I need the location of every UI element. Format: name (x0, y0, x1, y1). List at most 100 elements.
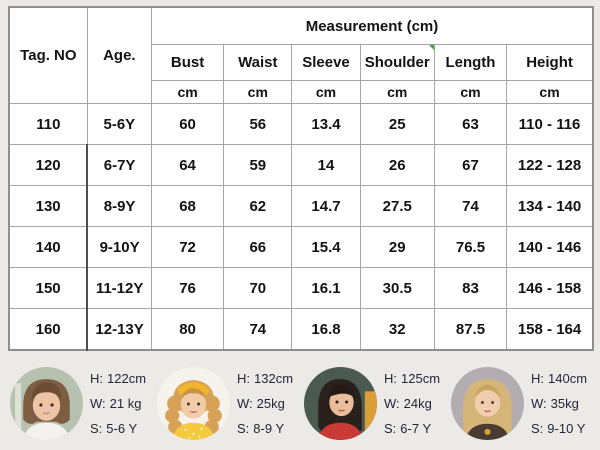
header-sleeve: Sleeve (291, 44, 361, 81)
cell-sleeve: 14 (291, 144, 361, 186)
unit-length: cm (433, 80, 508, 104)
cell-waist: 56 (223, 103, 293, 145)
cell-length: 76.5 (433, 226, 508, 268)
header-waist: Waist (223, 44, 293, 81)
model-card-3: H: 125cm W: 24kg S: 6-7 Y (304, 360, 451, 447)
table-row-120: 120 6-7Y 64 59 14 26 67 122 - 128 (8, 144, 594, 186)
cell-sleeve: 16.8 (291, 308, 361, 351)
cell-age: 12-13Y (86, 308, 152, 351)
cell-tag: 150 (8, 267, 88, 309)
model-height: H: 122cm (90, 370, 147, 386)
cell-waist: 59 (223, 144, 293, 186)
cell-age: 6-7Y (86, 144, 152, 186)
unit-sleeve: cm (291, 80, 361, 104)
cell-sleeve: 14.7 (291, 185, 361, 227)
header-bust: Bust (150, 44, 225, 81)
table-row-140: 140 9-10Y 72 66 15.4 29 76.5 140 - 146 (8, 226, 594, 268)
model-card-4: H: 140cm W: 35kg S: 9-10 Y (451, 360, 598, 447)
cell-shoulder: 25 (359, 103, 435, 145)
cell-height: 146 - 158 (506, 267, 594, 309)
unit-waist: cm (223, 80, 293, 104)
cell-tag: 110 (8, 103, 88, 145)
cell-length: 67 (433, 144, 508, 186)
model-height: H: 132cm (237, 370, 294, 386)
cell-sleeve: 16.1 (291, 267, 361, 309)
cell-bust: 80 (150, 308, 225, 351)
table-row-160: 160 12-13Y 80 74 16.8 32 87.5 158 - 164 (8, 308, 594, 351)
model-weight: W: 35kg (531, 395, 579, 411)
cell-height: 122 - 128 (506, 144, 594, 186)
cell-height: 140 - 146 (506, 226, 594, 268)
cell-height: 134 - 140 (506, 185, 594, 227)
girl-avatar-1 (10, 366, 83, 440)
cell-height: 110 - 116 (506, 103, 594, 145)
model-card-2: H: 132cm W: 25kg S: 8-9 Y (157, 360, 304, 447)
model-photo-1 (10, 366, 83, 440)
cell-age: 8-9Y (86, 185, 152, 227)
cell-shoulder: 29 (359, 226, 435, 268)
table-row-130: 130 8-9Y 68 62 14.7 27.5 74 134 - 140 (8, 185, 594, 227)
model-weight: W: 25kg (237, 395, 285, 411)
model-height: H: 125cm (384, 370, 441, 386)
cell-waist: 70 (223, 267, 293, 309)
cell-sleeve: 13.4 (291, 103, 361, 145)
model-weight: W: 21 kg (90, 395, 142, 411)
size-chart-table: Tag. NO Age. Measurement (cm) Bust Waist… (8, 6, 594, 351)
model-weight: W: 24kg (384, 395, 432, 411)
model-info-3: H: 125cm W: 24kg S: 6-7 Y (384, 360, 440, 447)
cell-bust: 76 (150, 267, 225, 309)
cell-length: 63 (433, 103, 508, 145)
cell-height: 158 - 164 (506, 308, 594, 351)
model-size: S: 9-10 Y (531, 420, 586, 436)
cell-age: 11-12Y (86, 267, 152, 309)
cell-waist: 62 (223, 185, 293, 227)
fit-models-strip: H: 122cm W: 21 kg S: 5-6 Y (0, 356, 600, 450)
header-length: Length (433, 44, 508, 81)
cell-bust: 72 (150, 226, 225, 268)
cell-shoulder: 26 (359, 144, 435, 186)
cell-sleeve: 15.4 (291, 226, 361, 268)
girl-avatar-4 (451, 366, 524, 440)
cell-waist: 66 (223, 226, 293, 268)
model-size: S: 5-6 Y (90, 420, 138, 436)
header-shoulder: Shoulder (359, 44, 435, 81)
cell-length: 87.5 (433, 308, 508, 351)
model-photo-4 (451, 366, 524, 440)
comment-flag-icon (428, 45, 434, 50)
cell-bust: 60 (150, 103, 225, 145)
model-size: S: 6-7 Y (384, 420, 432, 436)
cell-shoulder: 27.5 (359, 185, 435, 227)
cell-bust: 68 (150, 185, 225, 227)
cell-shoulder: 30.5 (359, 267, 435, 309)
cell-tag: 130 (8, 185, 88, 227)
cell-waist: 74 (223, 308, 293, 351)
cell-age: 5-6Y (86, 103, 152, 145)
header-measurement: Measurement (cm) (150, 6, 594, 45)
cell-length: 83 (433, 267, 508, 309)
cell-tag: 120 (8, 144, 88, 186)
cell-length: 74 (433, 185, 508, 227)
model-photo-2 (157, 366, 230, 440)
header-height: Height (506, 44, 594, 81)
cell-tag: 160 (8, 308, 88, 351)
unit-shoulder: cm (359, 80, 435, 104)
size-chart-sheet: Tag. NO Age. Measurement (cm) Bust Waist… (8, 6, 594, 351)
cell-age: 9-10Y (86, 226, 152, 268)
unit-bust: cm (150, 80, 225, 104)
girl-avatar-3 (304, 366, 377, 440)
model-card-1: H: 122cm W: 21 kg S: 5-6 Y (10, 360, 157, 447)
table-row-110: 110 5-6Y 60 56 13.4 25 63 110 - 116 (8, 103, 594, 145)
header-shoulder-label: Shoulder (364, 54, 430, 71)
model-height: H: 140cm (531, 370, 588, 386)
model-size: S: 8-9 Y (237, 420, 285, 436)
model-info-2: H: 132cm W: 25kg S: 8-9 Y (237, 360, 293, 447)
model-photo-3 (304, 366, 377, 440)
table-row-150: 150 11-12Y 76 70 16.1 30.5 83 146 - 158 (8, 267, 594, 309)
girl-avatar-2 (157, 366, 230, 440)
model-info-1: H: 122cm W: 21 kg S: 5-6 Y (90, 360, 146, 447)
cell-tag: 140 (8, 226, 88, 268)
header-age: Age. (86, 6, 152, 104)
unit-height: cm (506, 80, 594, 104)
model-info-4: H: 140cm W: 35kg S: 9-10 Y (531, 360, 587, 447)
cell-shoulder: 32 (359, 308, 435, 351)
